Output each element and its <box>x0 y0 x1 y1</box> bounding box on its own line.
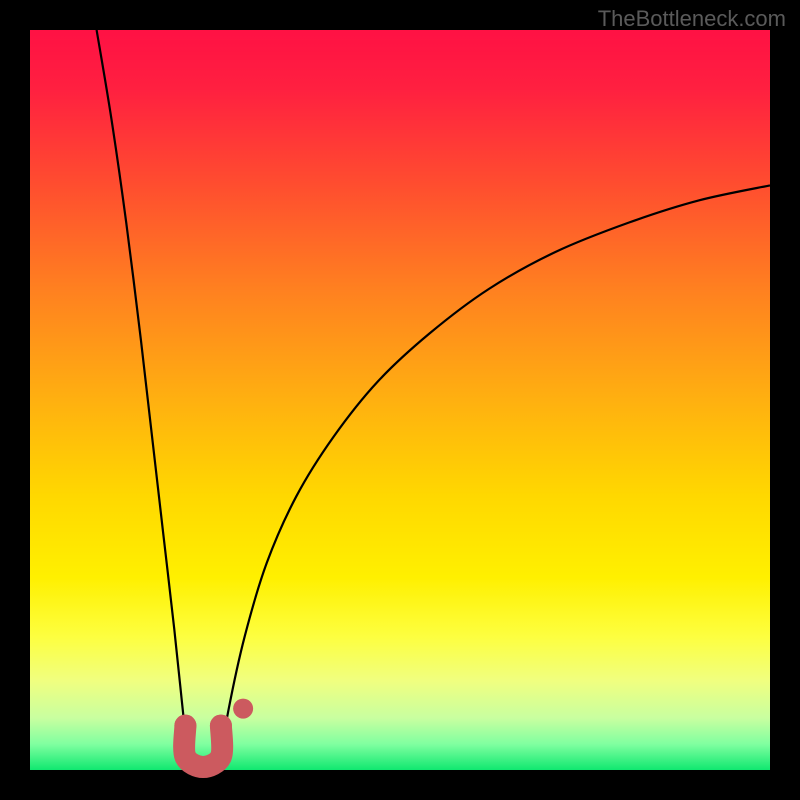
bottleneck-chart <box>0 0 800 800</box>
valley-marker-cap-left <box>174 715 196 737</box>
secondary-dot-marker <box>233 699 253 719</box>
chart-container: TheBottleneck.com <box>0 0 800 800</box>
plot-area <box>30 30 770 770</box>
valley-marker-cap-right <box>210 715 232 737</box>
